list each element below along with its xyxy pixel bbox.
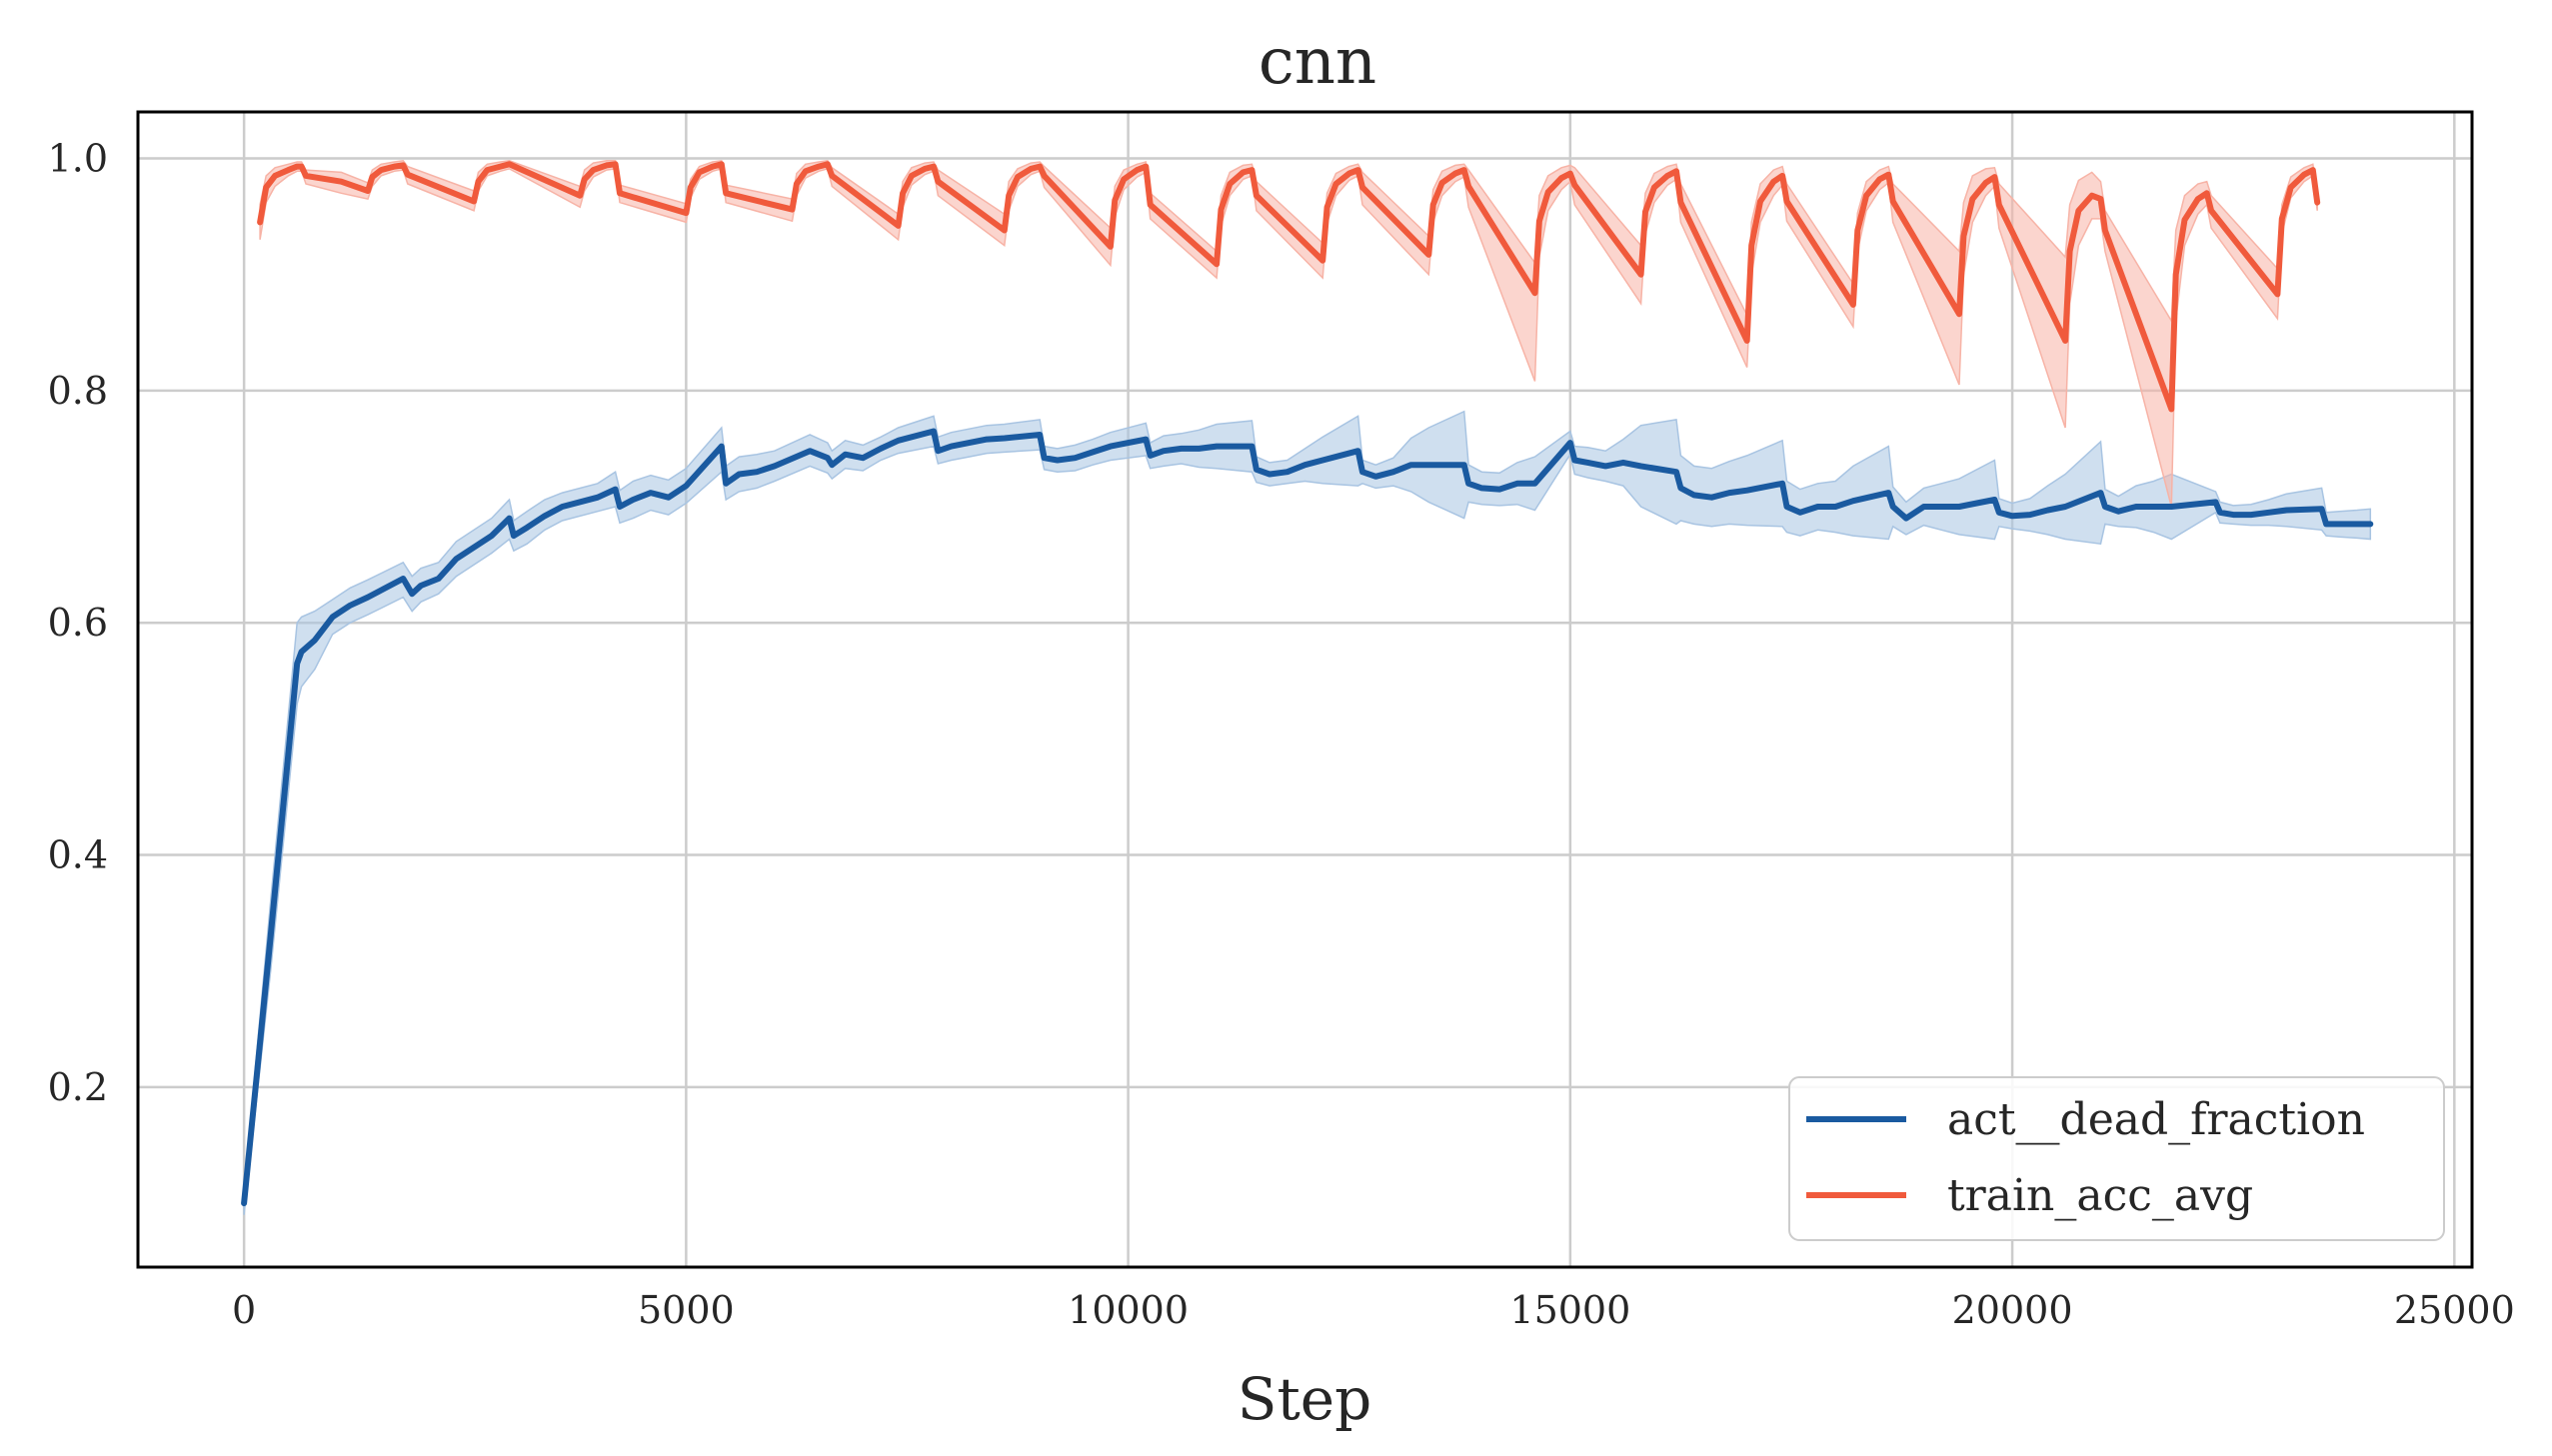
y-tick-label: 0.8 bbox=[48, 369, 108, 413]
series-line-train-acc-avg bbox=[257, 161, 2321, 413]
x-tick-label: 0 bbox=[232, 1288, 256, 1332]
chart-title: cnn bbox=[1259, 25, 1376, 99]
x-tick-label: 20000 bbox=[1952, 1288, 2073, 1332]
x-tick-label: 15000 bbox=[1509, 1288, 1630, 1332]
x-tick-labels: 0 5000 10000 15000 20000 25000 bbox=[232, 1288, 2515, 1332]
plot-frame bbox=[136, 110, 2474, 1269]
y-tick-label: 1.0 bbox=[48, 136, 108, 180]
band-act-dead-fraction bbox=[243, 410, 2372, 1215]
legend-label-act-dead-fraction: act__dead_fraction bbox=[1947, 1094, 2365, 1145]
legend: act__dead_fraction train_acc_avg bbox=[1788, 1076, 2445, 1241]
legend-box bbox=[1788, 1076, 2445, 1241]
series-line-act-dead-fraction bbox=[241, 428, 2374, 1207]
y-tick-label: 0.6 bbox=[48, 601, 108, 645]
legend-label-train-acc-avg: train_acc_avg bbox=[1947, 1170, 2253, 1221]
x-tick-label: 10000 bbox=[1068, 1288, 1189, 1332]
y-tick-label: 0.4 bbox=[48, 833, 108, 877]
y-tick-label: 0.2 bbox=[48, 1065, 108, 1109]
x-tick-label: 5000 bbox=[638, 1288, 735, 1332]
y-tick-labels: 0.2 0.4 0.6 0.8 1.0 bbox=[48, 136, 108, 1108]
x-axis-title: Step bbox=[1238, 1365, 1372, 1433]
series-lines bbox=[241, 161, 2374, 1207]
x-tick-label: 25000 bbox=[2394, 1288, 2515, 1332]
